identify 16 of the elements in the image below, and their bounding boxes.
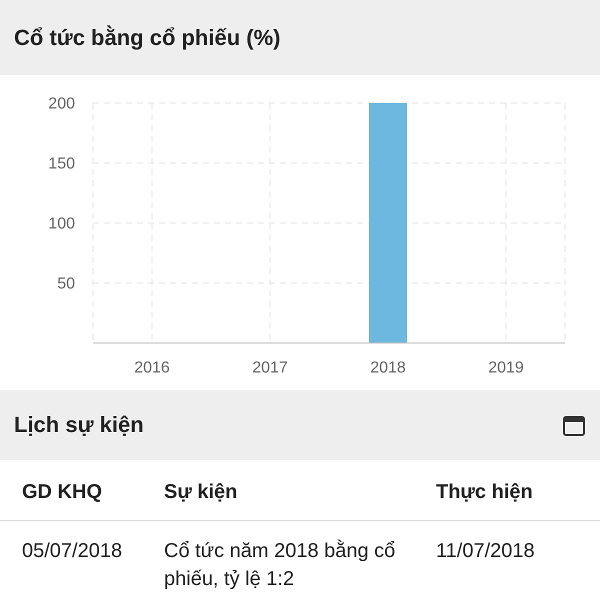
text: 11/07/2018 [436, 539, 536, 564]
text: Cổ tức năm 2018 bằng cổ phiếu, tỷ lệ 1:2 [164, 538, 396, 592]
x-tick-label: 2017 [252, 359, 288, 376]
x-tick-label: 2016 [134, 359, 170, 376]
x-tick-label: 2018 [370, 359, 406, 376]
chart-title: Cổ tức bằng cổ phiếu (%) [0, 0, 600, 75]
text: GD KHQ [22, 480, 103, 505]
text: Sự kiện [164, 480, 238, 505]
text: 05/07/2018 [22, 539, 124, 564]
text: Lịch sự kiện [14, 412, 144, 438]
x-tick-label: 2019 [488, 359, 524, 376]
y-tick-label: 100 [48, 216, 76, 233]
y-tick-label: 150 [48, 156, 76, 173]
y-tick-label: 50 [57, 276, 76, 293]
text: Thực hiện [436, 480, 534, 505]
y-tick-label: 200 [48, 96, 76, 113]
